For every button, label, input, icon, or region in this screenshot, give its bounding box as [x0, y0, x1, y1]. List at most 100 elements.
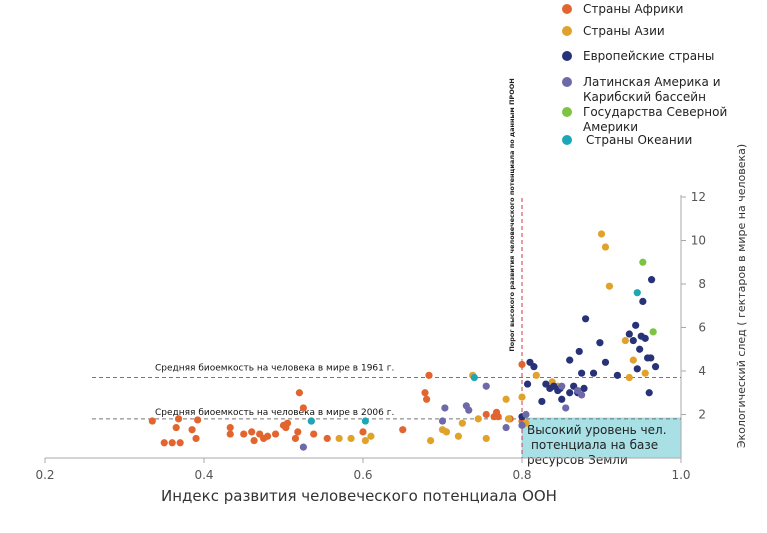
data-point: [248, 428, 256, 436]
data-point: [647, 354, 655, 362]
highlight-box-line-2: потенциала на базе: [531, 438, 658, 452]
data-point: [502, 423, 510, 432]
data-point: [538, 397, 546, 406]
data-point: [582, 315, 590, 323]
data-point: [580, 384, 588, 392]
data-point: [532, 371, 540, 379]
data-point: [651, 363, 660, 371]
data-point: [299, 443, 307, 451]
data-point: [335, 434, 343, 443]
data-point: [633, 365, 641, 373]
reference-line-2006-label: Средняя биоемкость на человека в мире в …: [155, 408, 394, 418]
scatter-points: [148, 230, 660, 451]
data-point: [294, 428, 302, 436]
legend-marker: [562, 26, 572, 36]
data-point: [359, 428, 367, 436]
data-point: [589, 369, 598, 377]
x-tick-label: 0.8: [512, 468, 531, 482]
data-point: [188, 426, 196, 434]
data-point: [295, 389, 303, 397]
data-point: [633, 289, 641, 297]
hdi-threshold-label: Порог высокого развития человеческого по…: [508, 78, 516, 351]
data-point: [250, 437, 258, 445]
data-point: [310, 430, 318, 438]
data-point: [639, 258, 647, 266]
data-point: [271, 430, 280, 438]
data-point: [518, 421, 526, 429]
data-point: [504, 415, 513, 423]
legend-label: Латинская Америка и Карибский бассейн: [583, 75, 721, 104]
data-point: [423, 395, 431, 403]
highlight-box-line-3: ресурсов Земли: [527, 453, 628, 467]
data-point: [291, 434, 300, 443]
reference-line-1961-label: Средняя биоемкость на человека в мире в …: [155, 364, 394, 374]
data-point: [518, 393, 526, 401]
data-point: [421, 389, 429, 397]
legend-label: Европейские страны: [583, 49, 714, 63]
data-point: [347, 434, 355, 443]
data-point: [226, 423, 234, 432]
x-tick-label: 1.0: [671, 468, 690, 482]
data-point: [566, 356, 574, 364]
y-tick-label: 8: [698, 277, 706, 291]
data-point: [425, 371, 433, 379]
data-point: [625, 373, 633, 382]
data-point: [597, 230, 606, 238]
data-point: [192, 434, 200, 443]
legend-marker: [562, 77, 572, 87]
data-point: [470, 373, 478, 382]
data-point: [621, 336, 629, 345]
y-tick-label: 2: [698, 408, 706, 422]
data-point: [639, 297, 647, 305]
legend-label: Страны Африки: [583, 2, 683, 16]
data-point: [160, 439, 168, 447]
data-point: [522, 410, 530, 419]
highlight-box: Высокий уровень чел. потенциала на базе …: [521, 417, 682, 467]
data-point: [367, 432, 375, 440]
y-tick-label: 12: [691, 190, 706, 204]
data-point: [399, 426, 407, 434]
legend: Страны Африки Страны Азии Европейские стра…: [562, 2, 727, 147]
data-point: [194, 416, 202, 424]
data-point: [518, 360, 526, 369]
legend-label: Страны Азии: [583, 24, 665, 38]
data-point: [474, 415, 482, 423]
x-axis-ticks: 0.2 0.4 0.6 0.8 1.0: [35, 458, 691, 482]
data-point: [494, 413, 502, 421]
data-point: [174, 415, 183, 423]
data-point: [299, 404, 307, 412]
data-point: [649, 328, 657, 336]
data-point: [283, 419, 292, 427]
data-point: [523, 380, 532, 388]
data-point: [629, 336, 637, 345]
data-point: [441, 404, 449, 412]
data-point: [578, 391, 586, 399]
data-point: [530, 363, 538, 371]
data-point: [482, 410, 490, 419]
y-tick-label: 10: [691, 234, 706, 248]
data-point: [601, 358, 610, 366]
legend-marker: [562, 4, 572, 14]
data-point: [240, 430, 248, 438]
legend-label: Государства Северной Америки: [583, 105, 727, 134]
x-tick-label: 0.6: [353, 468, 372, 482]
data-point: [442, 428, 451, 436]
data-point: [438, 417, 447, 425]
legend-label: Страны Океании: [586, 133, 692, 147]
data-point: [482, 382, 490, 390]
data-point: [454, 432, 462, 440]
data-point: [172, 423, 180, 432]
data-point: [578, 369, 586, 377]
data-point: [629, 356, 637, 364]
x-tick-label: 0.2: [35, 468, 54, 482]
data-point: [645, 389, 653, 397]
data-point: [566, 389, 574, 397]
y-axis-title: Экологический след ( гектаров в мире на …: [735, 144, 748, 448]
data-point: [641, 334, 649, 342]
data-point: [562, 404, 570, 412]
data-point: [625, 330, 633, 338]
data-point: [558, 382, 566, 390]
data-point: [361, 417, 369, 425]
data-point: [148, 417, 156, 425]
highlight-box-line-1: Высокий уровень чел.: [527, 423, 667, 437]
